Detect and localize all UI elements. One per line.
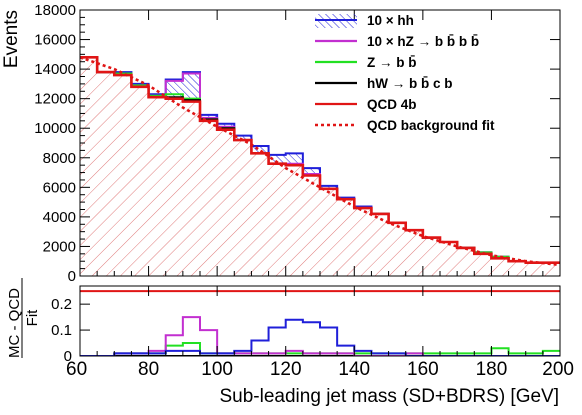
ratio-xtick-label: 80	[138, 359, 159, 380]
legend-label: QCD 4b	[367, 97, 417, 112]
ratio-plot-area	[80, 316, 560, 356]
main-ytick-label: 4000	[43, 209, 76, 226]
main-ytick-label: 6000	[43, 179, 76, 196]
main-ytick-label: 18000	[34, 2, 76, 19]
ratio-frame	[79, 285, 561, 357]
main-ytick-label: 8000	[43, 150, 76, 167]
legend-label: 10 × hZ → b b̄ b b̄	[367, 34, 479, 49]
ratio-ytick-label: 0	[64, 348, 72, 365]
legend-item-hZ: 10 × hZ → b b̄ b b̄	[315, 34, 479, 49]
main-ytick-label: 16000	[34, 32, 76, 49]
legend-item-fit: QCD background fit	[315, 118, 495, 133]
ratio-xtick-label: 100	[201, 359, 233, 380]
ratio-xtick-label: 160	[407, 359, 439, 380]
legend-label: QCD background fit	[367, 118, 495, 133]
main-plot-area	[80, 55, 560, 276]
main-ytick-label: 0	[68, 268, 76, 285]
ratio-xtick-label: 140	[338, 359, 370, 380]
legend: 10 × hh 10 × hZ → b b̄ b b̄ Z → b b̄ hW → b…	[315, 13, 495, 133]
legend-item-qcd: QCD 4b	[315, 97, 417, 112]
main-panel: 0 2000 4000 6000 8000 10000 12000 14000 16000 180…	[1, 2, 561, 285]
hZ-ratio-line	[80, 316, 560, 356]
ratio-ylabel: MC - QCD Fit	[6, 278, 41, 358]
qcd-hatch-fill	[80, 57, 560, 276]
ratio-ylabel-numerator: MC - QCD	[6, 288, 23, 358]
main-ytick-label: 12000	[34, 91, 76, 108]
legend-label: 10 × hh	[367, 13, 414, 28]
main-ytick-label: 10000	[34, 120, 76, 137]
legend-label: hW → b b̄ c b	[367, 76, 453, 91]
main-ytick-label: 2000	[43, 238, 76, 255]
ratio-xtick-label: 200	[542, 359, 574, 380]
ratio-ytick-label: 0.2	[51, 296, 72, 313]
legend-label: Z → b b̄	[367, 55, 417, 70]
legend-item-hW: hW → b b̄ c b	[315, 76, 453, 91]
legend-item-Z: Z → b b̄	[315, 55, 417, 70]
ratio-xtick-label: 60	[66, 359, 87, 380]
ratio-xtick-label: 120	[270, 359, 302, 380]
main-ylabel: Events	[1, 10, 22, 68]
ratio-xtick-label: 180	[476, 359, 508, 380]
ratio-ytick-label: 0.1	[51, 322, 72, 339]
legend-item-hh: 10 × hh	[315, 13, 414, 28]
x-axis-label: Sub-leading jet mass (SD+BDRS) [GeV]	[220, 386, 560, 407]
main-ytick-label: 14000	[34, 61, 76, 78]
ratio-ylabel-denominator: Fit	[24, 309, 41, 326]
ratio-panel: 0 0.1 0.2 60 80 100 120 140 160 180 200 Sub-leading…	[6, 278, 574, 407]
qcd-histogram-line	[80, 55, 560, 264]
